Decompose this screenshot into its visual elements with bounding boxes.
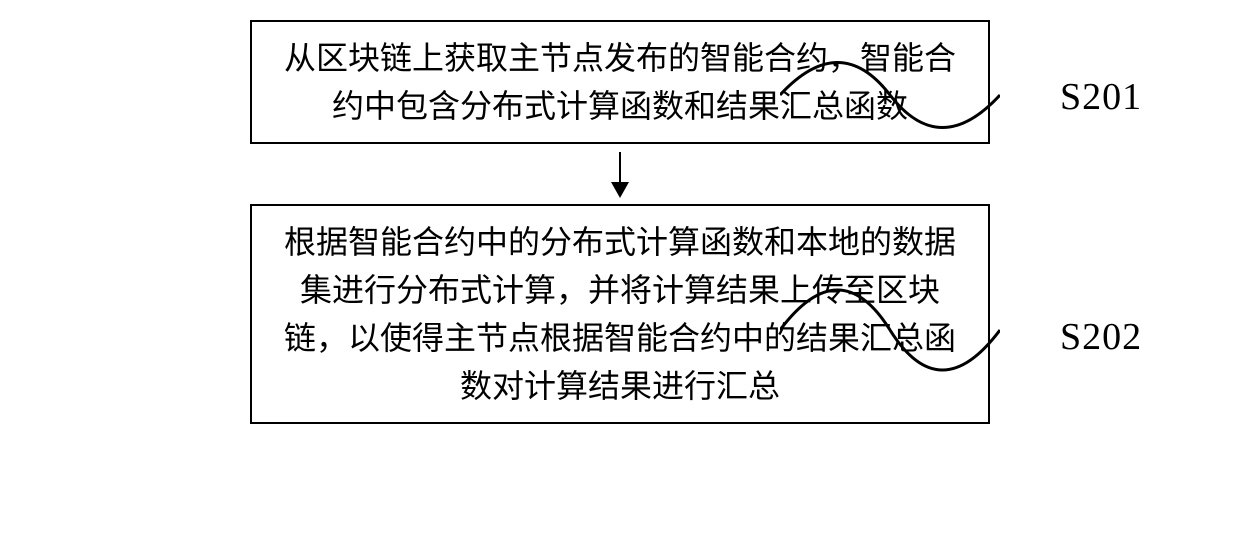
node-label-s202: S202 [1060, 315, 1142, 359]
arrow-down-icon [619, 152, 621, 196]
flowchart-node-s201: 从区块链上获取主节点发布的智能合约，智能合约中包含分布式计算函数和结果汇总函数 [250, 20, 990, 144]
flowchart-node-s202: 根据智能合约中的分布式计算函数和本地的数据集进行分布式计算，并将计算结果上传至区… [250, 204, 990, 424]
node-text: 从区块链上获取主节点发布的智能合约，智能合约中包含分布式计算函数和结果汇总函数 [284, 40, 956, 124]
node-label-s201: S201 [1060, 75, 1142, 119]
flowchart-edge [250, 144, 990, 204]
flowchart-diagram: 从区块链上获取主节点发布的智能合约，智能合约中包含分布式计算函数和结果汇总函数 … [40, 20, 1200, 424]
node-text: 根据智能合约中的分布式计算函数和本地的数据集进行分布式计算，并将计算结果上传至区… [284, 224, 956, 404]
